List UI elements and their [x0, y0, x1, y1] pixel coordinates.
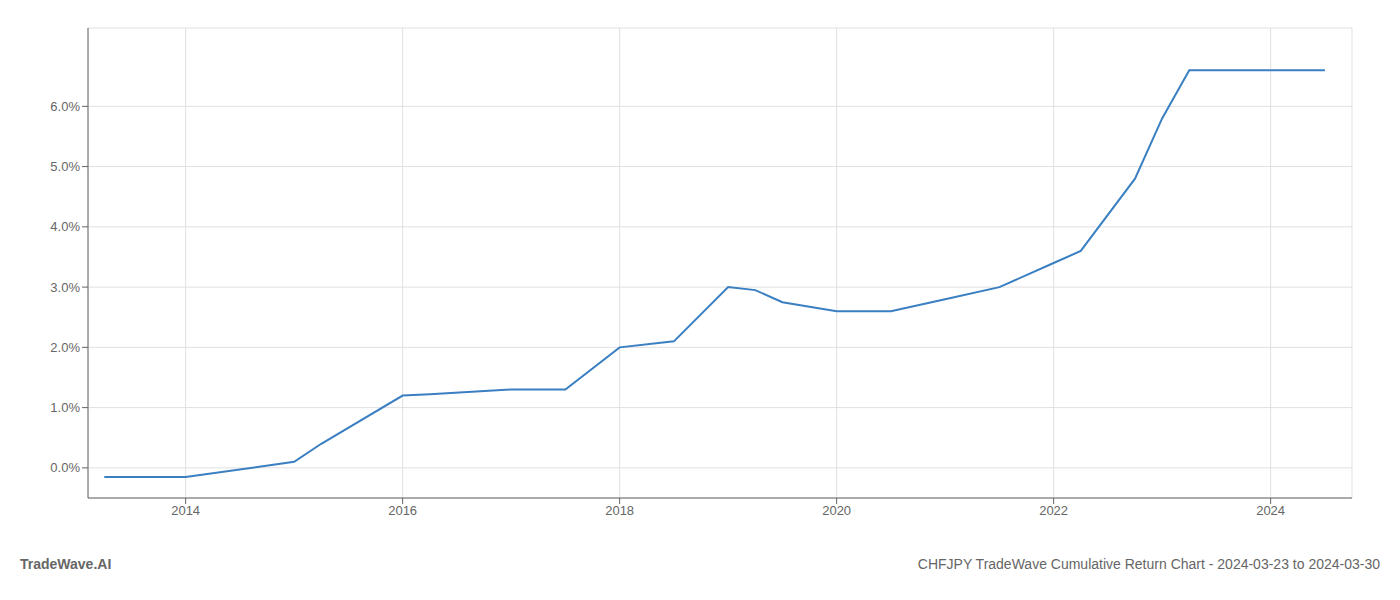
svg-text:0.0%: 0.0% — [50, 460, 80, 475]
svg-text:3.0%: 3.0% — [50, 280, 80, 295]
svg-text:2014: 2014 — [171, 503, 200, 518]
svg-text:2022: 2022 — [1039, 503, 1068, 518]
html-text:TradeWave.AI: TradeWave.AI — [20, 556, 112, 572]
svg-text:2.0%: 2.0% — [50, 340, 80, 355]
svg-text:2024: 2024 — [1256, 503, 1285, 518]
svg-text:2018: 2018 — [605, 503, 634, 518]
svg-text:2016: 2016 — [388, 503, 417, 518]
svg-text:6.0%: 6.0% — [50, 99, 80, 114]
svg-text:5.0%: 5.0% — [50, 159, 80, 174]
svg-text:2020: 2020 — [822, 503, 851, 518]
svg-text:1.0%: 1.0% — [50, 400, 80, 415]
html-text:CHFJPY TradeWave Cumulative Re: CHFJPY TradeWave Cumulative Return Chart… — [917, 556, 1380, 572]
svg-text:4.0%: 4.0% — [50, 219, 80, 234]
